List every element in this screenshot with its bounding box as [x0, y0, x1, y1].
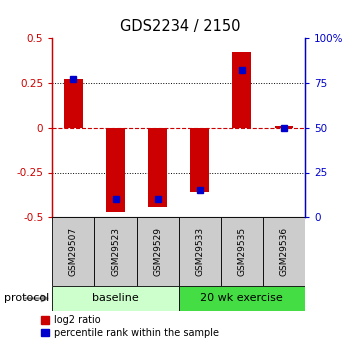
FancyBboxPatch shape	[263, 217, 305, 286]
FancyBboxPatch shape	[136, 217, 179, 286]
Text: 20 wk exercise: 20 wk exercise	[200, 294, 283, 303]
Bar	[106, 128, 125, 212]
Text: GSM29529: GSM29529	[153, 227, 162, 276]
FancyBboxPatch shape	[179, 286, 305, 310]
Bar	[148, 128, 167, 207]
Text: GDS2234 / 2150: GDS2234 / 2150	[120, 19, 241, 34]
FancyBboxPatch shape	[95, 217, 136, 286]
Text: GSM29523: GSM29523	[111, 227, 120, 276]
FancyBboxPatch shape	[52, 286, 179, 310]
Text: baseline: baseline	[92, 294, 139, 303]
Text: protocol: protocol	[4, 294, 49, 303]
Bar	[274, 126, 293, 128]
Text: GSM29507: GSM29507	[69, 227, 78, 276]
Bar	[64, 79, 83, 128]
Bar	[190, 128, 209, 192]
FancyBboxPatch shape	[179, 217, 221, 286]
Text: GSM29533: GSM29533	[195, 227, 204, 276]
Legend: log2 ratio, percentile rank within the sample: log2 ratio, percentile rank within the s…	[41, 315, 219, 338]
Text: GSM29536: GSM29536	[279, 227, 288, 276]
Bar	[232, 52, 251, 128]
FancyBboxPatch shape	[52, 217, 95, 286]
Text: GSM29535: GSM29535	[238, 227, 246, 276]
FancyBboxPatch shape	[221, 217, 263, 286]
